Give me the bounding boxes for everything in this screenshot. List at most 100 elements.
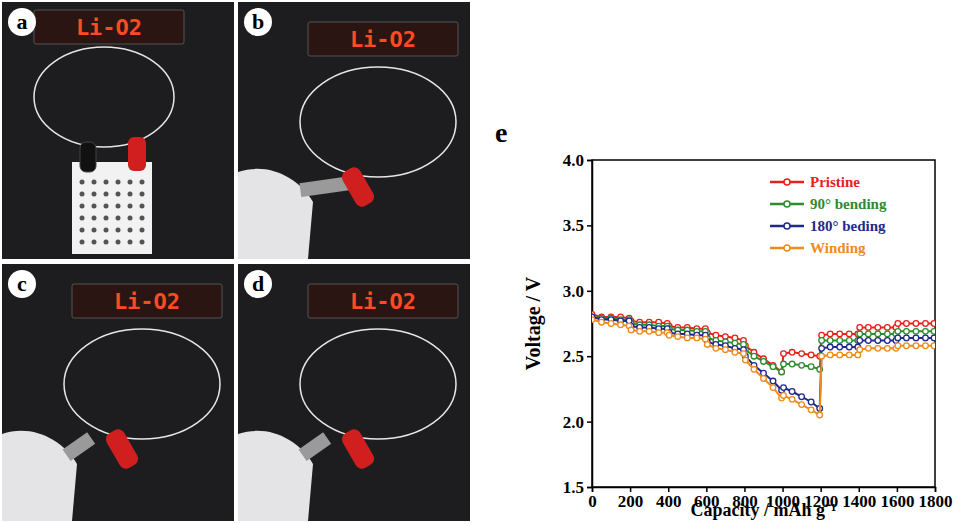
battery-hole: [104, 204, 109, 209]
x-tick: 400: [656, 487, 682, 511]
wire: [300, 67, 456, 177]
panel-letter: d: [252, 271, 264, 296]
series-point: [895, 343, 901, 349]
series-point: [608, 321, 614, 327]
y-tick: 1.5: [563, 478, 592, 497]
legend-label: Winding: [810, 240, 866, 256]
series-point: [761, 376, 767, 382]
series-point: [904, 343, 910, 349]
series-point: [819, 338, 825, 344]
battery-hole: [128, 192, 133, 197]
clip-red: [339, 165, 376, 210]
y-tick-label: 3.5: [563, 216, 584, 235]
battery-hole: [116, 192, 121, 197]
series-point: [628, 327, 634, 333]
photo-panel: Li-O2b: [238, 2, 470, 259]
battery-hole: [116, 216, 121, 221]
y-tick-mark: [587, 225, 592, 227]
legend-marker: [784, 245, 790, 251]
series-point: [827, 338, 833, 344]
battery-hole: [140, 240, 145, 245]
glove: [238, 431, 313, 521]
series-point: [913, 329, 919, 335]
battery-hole: [104, 216, 109, 221]
battery-hole: [92, 204, 97, 209]
battery-hole: [80, 216, 85, 221]
panel-letter-badge: [8, 8, 36, 36]
wire: [34, 47, 174, 147]
series-point: [713, 346, 719, 352]
panel-letter-badge: [244, 270, 272, 298]
photo-background: [238, 2, 470, 259]
series-point: [904, 335, 910, 341]
y-tick-mark: [587, 421, 592, 423]
series-line: [592, 314, 934, 372]
wire: [300, 329, 456, 439]
series-line: [592, 320, 934, 415]
series-point: [741, 351, 747, 357]
series-point: [684, 335, 690, 341]
series-point: [827, 331, 833, 337]
battery-hole: [128, 204, 133, 209]
plot-frame: [592, 160, 935, 487]
battery-hole: [116, 228, 121, 233]
y-axis: 1.5 2.0 2.5 3.0 3.5 4.0: [563, 151, 593, 497]
series-point: [904, 321, 910, 327]
battery-hole: [92, 240, 97, 245]
series-point: [895, 329, 901, 335]
wire: [64, 329, 220, 439]
y-tick-mark: [587, 291, 592, 293]
y-tick: 2.5: [563, 347, 592, 366]
battery-hole: [80, 228, 85, 233]
y-tick: 3.5: [563, 216, 592, 235]
clip-black: [80, 142, 96, 172]
series-point: [656, 330, 662, 336]
series-point: [875, 346, 881, 352]
y-tick-mark: [587, 487, 592, 489]
y-tick: 4.0: [563, 151, 592, 170]
series-point: [819, 346, 825, 352]
series-point: [789, 397, 795, 403]
battery-hole: [116, 240, 121, 245]
series-point: [913, 335, 919, 341]
series-point: [618, 322, 624, 328]
legend-label: 180° beding: [810, 218, 886, 234]
photo-panel: Li-O2 d: [238, 264, 470, 521]
series-point: [923, 343, 929, 349]
series-point: [923, 321, 929, 327]
series-point: [779, 369, 785, 375]
legend-label: 90° bending: [810, 196, 887, 212]
series-point: [837, 352, 843, 358]
y-axis-title: Voltage / V: [522, 276, 545, 370]
series-point: [857, 325, 863, 331]
y-tick: 3.0: [563, 282, 592, 301]
series-point: [857, 347, 863, 353]
led-text: Li-O2: [350, 289, 416, 314]
y-tick-label: 4.0: [563, 151, 584, 170]
series-point: [781, 385, 787, 391]
battery-hole: [92, 192, 97, 197]
series-point: [895, 321, 901, 327]
clip-red: [128, 137, 146, 171]
glove: [2, 431, 77, 521]
battery-hole: [80, 240, 85, 245]
battery-hole: [80, 192, 85, 197]
series-point: [743, 357, 749, 363]
series-point: [770, 378, 776, 384]
y-tick-label: 3.0: [563, 282, 584, 301]
photo-background: [238, 264, 470, 521]
led-text: Li-O2: [76, 15, 142, 40]
battery-hole: [140, 204, 145, 209]
y-tick-label: 2.0: [563, 413, 584, 432]
battery-hole: [116, 204, 121, 209]
x-tick-label: 1600: [880, 492, 914, 511]
series-point: [723, 347, 729, 353]
battery-hole: [140, 180, 145, 185]
battery-hole: [116, 180, 121, 185]
series-point: [779, 369, 785, 375]
clip-red: [339, 427, 376, 472]
series-point: [599, 319, 605, 325]
y-tick: 2.0: [563, 413, 592, 432]
battery-hole: [80, 204, 85, 209]
series-point: [875, 325, 881, 331]
